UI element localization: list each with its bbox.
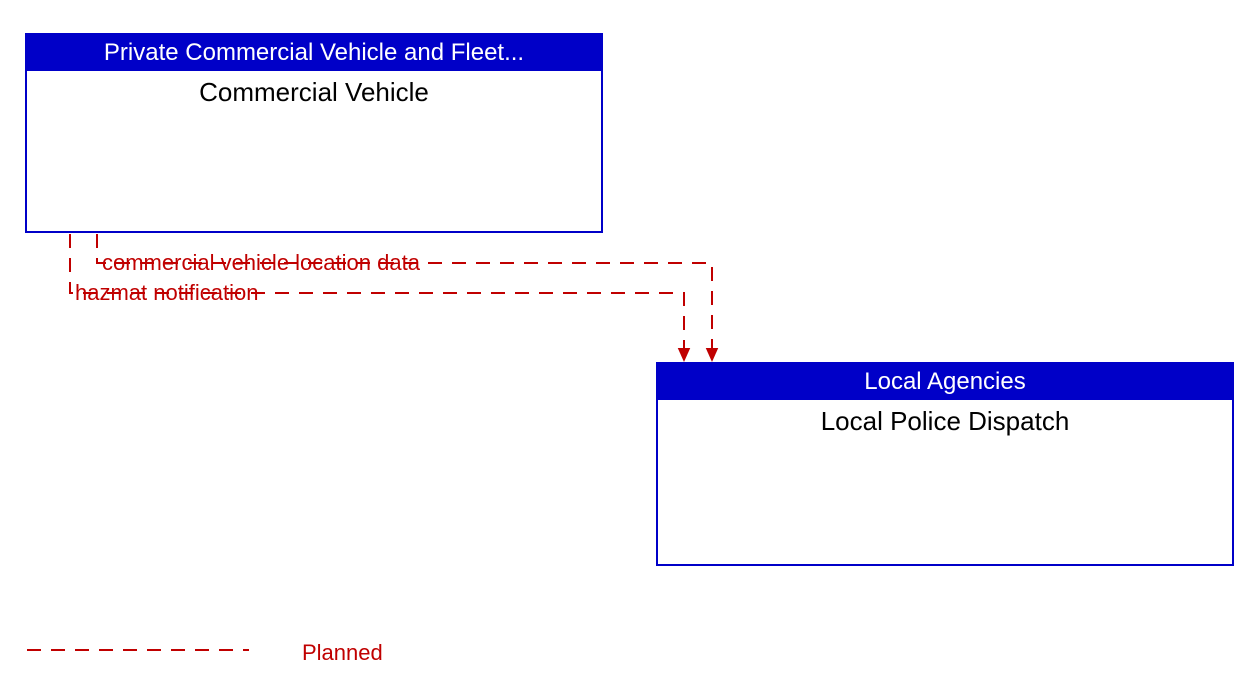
target-header-text: Local Agencies xyxy=(864,368,1025,395)
source-entity-body: Commercial Vehicle xyxy=(27,71,601,114)
target-entity-body: Local Police Dispatch xyxy=(658,400,1232,443)
source-header-text: Private Commercial Vehicle and Fleet... xyxy=(104,39,524,66)
target-body-text: Local Police Dispatch xyxy=(821,406,1070,436)
flow-label-0: commercial vehicle location data xyxy=(102,250,420,276)
source-entity-header: Private Commercial Vehicle and Fleet... xyxy=(27,35,601,71)
source-body-text: Commercial Vehicle xyxy=(199,77,429,107)
legend-label: Planned xyxy=(302,640,383,666)
source-entity-box: Private Commercial Vehicle and Fleet... … xyxy=(25,33,603,233)
flow-label-1-text: hazmat notification xyxy=(75,280,258,305)
flow-label-1: hazmat notification xyxy=(75,280,258,306)
target-entity-header: Local Agencies xyxy=(658,364,1232,400)
legend-label-text: Planned xyxy=(302,640,383,665)
target-entity-box: Local Agencies Local Police Dispatch xyxy=(656,362,1234,566)
flow-label-0-text: commercial vehicle location data xyxy=(102,250,420,275)
